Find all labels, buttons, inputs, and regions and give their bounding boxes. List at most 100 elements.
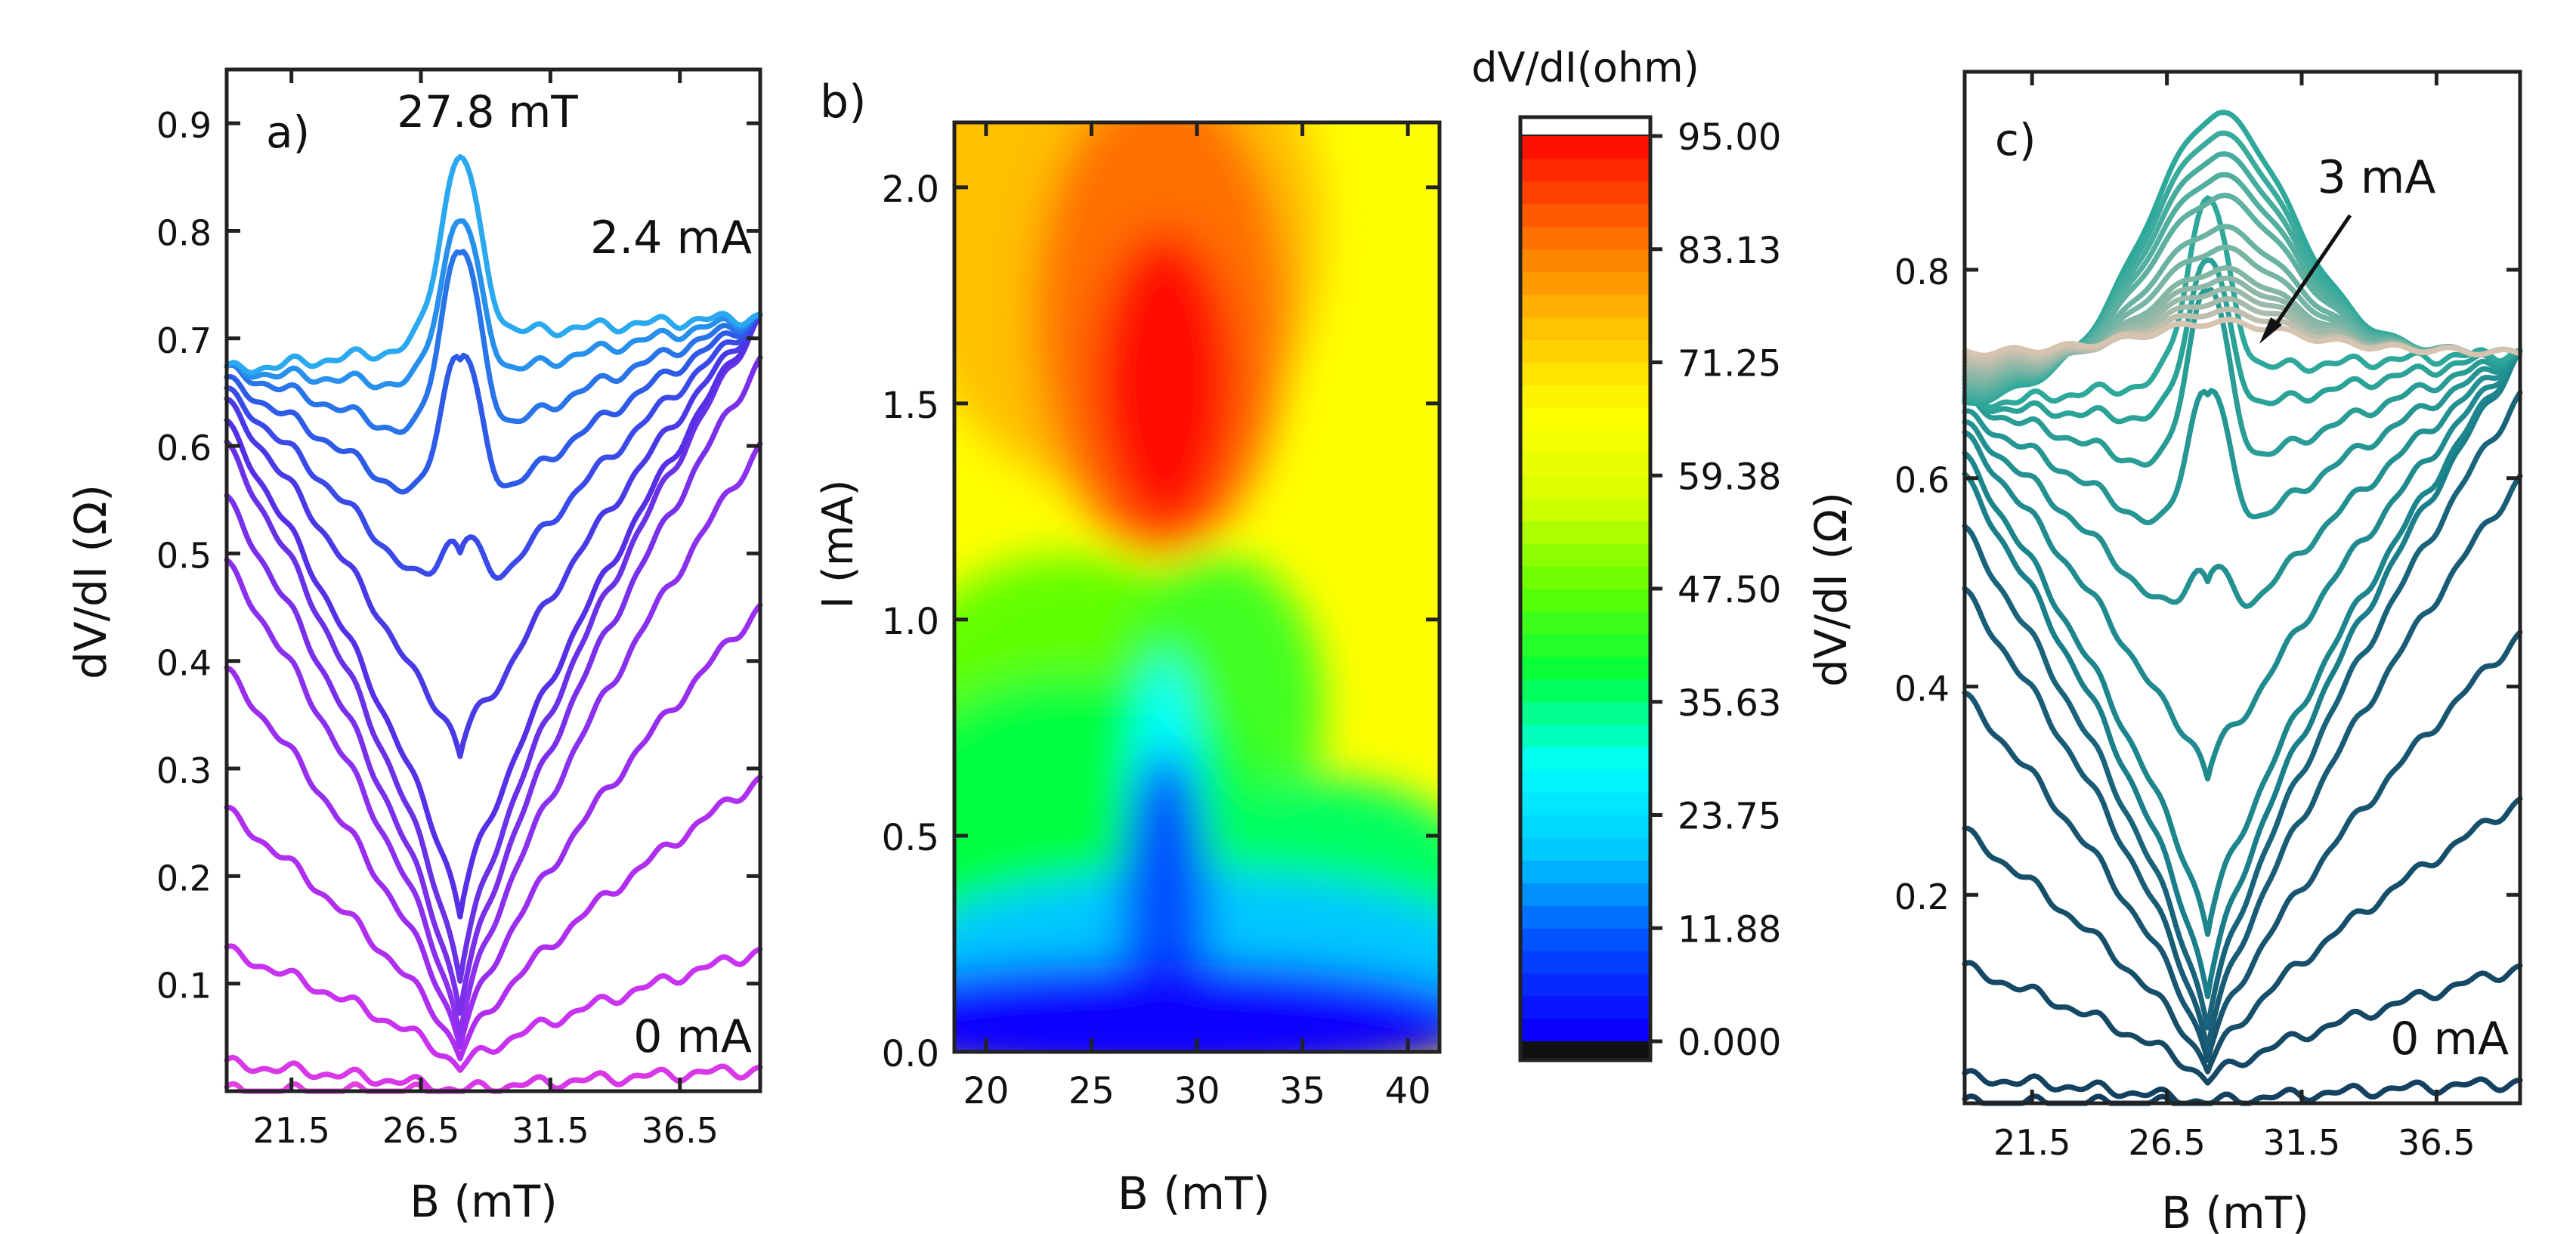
panel-c-series-29 — [1962, 317, 2523, 358]
panel-b-x-tick-label-1: 25 — [1068, 1070, 1115, 1112]
colorbar-band-28 — [1520, 385, 1650, 408]
colorbar-title: dV/dI(ohm) — [1471, 44, 1699, 91]
colorbar-band-11 — [1520, 769, 1650, 793]
colorbar-band-31 — [1520, 317, 1650, 341]
panel-a-x-tick-label-1: 26.5 — [382, 1110, 459, 1151]
colorbar-band-30 — [1520, 339, 1650, 363]
colorbar-band-36 — [1520, 203, 1650, 227]
panel-b-y-tick-label-0: 0.0 — [882, 1033, 939, 1075]
colorbar-band-26 — [1520, 430, 1650, 453]
colorbar-band-39 — [1520, 136, 1650, 159]
colorbar-band-5 — [1520, 905, 1650, 929]
panel-c-x-axis-title: B (mT) — [2161, 1187, 2309, 1234]
panel-b-y-tick-label-4: 2.0 — [882, 169, 939, 211]
panel-a-series-5 — [224, 441, 763, 1038]
panel-c-series-3 — [1962, 796, 2523, 1075]
colorbar-band-7 — [1520, 860, 1650, 883]
panel-a-frame — [224, 67, 762, 1093]
colorbar-band-8 — [1520, 837, 1650, 861]
panel-b-ticks: 20 25 30 35 40 0.0 0.5 1.0 1.5 2.0 — [882, 122, 1440, 1112]
colorbar-band-25 — [1520, 453, 1650, 476]
panel-a-bottom-current-label: 0 mA — [633, 1010, 752, 1063]
colorbar-band-32 — [1520, 294, 1650, 318]
colorbar-tick-label-0: 95.00 — [1678, 116, 1781, 159]
panel-c-series-8 — [1962, 348, 2523, 937]
panel-c-label: c) — [1995, 114, 2036, 165]
panel-b: 20 25 30 35 40 0.0 0.5 1.0 1.5 2.0 b) B (mT) I (m… — [814, 44, 1781, 1220]
panel-b-y-tick-label-1: 0.5 — [882, 817, 939, 859]
panel-c-series-14 — [1962, 195, 2523, 410]
colorbar-band-23 — [1520, 498, 1650, 521]
colorbar-tick-label-4: 47.50 — [1678, 569, 1781, 611]
panel-a-y-tick-label-0: 0.1 — [156, 966, 212, 1007]
panel-c-series-12 — [1962, 286, 2523, 468]
panel-a-y-tick-label-4: 0.5 — [156, 535, 212, 576]
panel-c-y-tick-label-0: 0.2 — [1894, 877, 1950, 917]
panel-a-x-tick-label-0: 21.5 — [252, 1110, 329, 1151]
panel-c-x-tick-label-3: 36.5 — [2398, 1122, 2475, 1163]
panel-a-series-2 — [224, 943, 763, 1073]
panel-c-series-5 — [1962, 473, 2523, 1052]
panel-c: 21.5 26.5 31.5 36.5 0.2 0.4 0.6 0.8 c) 3 mA 0 m… — [1805, 70, 2523, 1234]
heatmap-field — [954, 122, 1440, 1052]
colorbar-band-10 — [1520, 792, 1650, 816]
panel-c-curves — [1962, 110, 2523, 1106]
colorbar-band-15 — [1520, 679, 1650, 703]
panel-c-series-4 — [1962, 629, 2523, 1063]
panel-b-x-axis-title: B (mT) — [1118, 1168, 1270, 1220]
panel-b-y-tick-label-2: 1.0 — [882, 601, 939, 643]
panel-b-y-tick-label-3: 1.5 — [882, 385, 939, 427]
panel-a-series-7 — [224, 311, 763, 984]
colorbar-tick-label-2: 71.25 — [1678, 343, 1781, 385]
panel-a-series-8 — [224, 311, 763, 920]
panel-a-x-axis-title: B (mT) — [410, 1176, 557, 1227]
colorbar-band-38 — [1520, 158, 1650, 182]
panel-c-frame — [1962, 70, 2522, 1106]
colorbar-band-29 — [1520, 362, 1650, 386]
panel-b-x-tick-label-3: 35 — [1279, 1070, 1325, 1112]
panel-a-series-4 — [224, 602, 763, 1050]
panel-b-x-tick-label-0: 20 — [963, 1070, 1009, 1112]
panel-a-series-12 — [224, 249, 763, 435]
panel-c-x-tick-label-0: 21.5 — [1993, 1122, 2070, 1163]
colorbar-band-18 — [1520, 611, 1650, 635]
colorbar-band-6 — [1520, 883, 1650, 906]
colorbar: 95.00 83.13 71.25 59.38 47.50 35.63 23.75 11.88… — [1471, 44, 1781, 1064]
colorbar-band-34 — [1520, 249, 1650, 273]
heatmap-region-10 — [954, 960, 1440, 1052]
panel-a-series-14 — [224, 154, 763, 376]
panel-a-x-tick-label-2: 31.5 — [512, 1110, 589, 1151]
panel-c-y-tick-label-1: 0.4 — [1894, 668, 1950, 709]
panel-a-y-axis-title: dV/dI (Ω) — [65, 484, 116, 679]
panel-c-y-tick-label-2: 0.6 — [1894, 460, 1950, 501]
colorbar-band-2 — [1520, 973, 1650, 997]
panel-c-series-6 — [1962, 390, 2523, 1031]
colorbar-band-24 — [1520, 475, 1650, 499]
panel-a-x-tick-label-3: 36.5 — [642, 1110, 719, 1151]
panel-c-series-11 — [1962, 348, 2523, 526]
panel-c-series-2 — [1962, 960, 2523, 1086]
colorbar-tick-label-8: 0.000 — [1678, 1022, 1781, 1064]
panel-a-y-tick-label-1: 0.2 — [156, 858, 212, 898]
colorbar-band-21 — [1520, 543, 1650, 567]
panel-a: 21.5 26.5 31.5 36.5 0.1 0.2 0.3 0.4 0.5 0.6 0.7 0.8… — [65, 67, 763, 1227]
panel-c-ticks: 21.5 26.5 31.5 36.5 0.2 0.4 0.6 0.8 — [1894, 72, 2520, 1163]
colorbar-tick-label-3: 59.38 — [1678, 456, 1781, 498]
colorbar-bands — [1520, 136, 1650, 1042]
panel-a-series-6 — [224, 354, 763, 1016]
colorbar-tick-label-6: 23.75 — [1678, 796, 1781, 838]
colorbar-band-17 — [1520, 633, 1650, 657]
colorbar-band-37 — [1520, 181, 1650, 205]
panel-a-y-tick-label-6: 0.7 — [156, 320, 212, 361]
colorbar-band-12 — [1520, 747, 1650, 771]
panel-c-y-axis-title: dV/dI (Ω) — [1805, 492, 1857, 687]
heatmap-region-2 — [1093, 230, 1238, 533]
colorbar-band-19 — [1520, 589, 1650, 612]
colorbar-under-cap — [1520, 1041, 1650, 1060]
panel-b-y-axis-title: I (mA) — [814, 480, 863, 609]
panel-c-y-tick-label-3: 0.8 — [1894, 252, 1950, 292]
panel-a-y-tick-label-3: 0.4 — [156, 643, 212, 684]
colorbar-band-27 — [1520, 407, 1650, 431]
panel-a-peak-field-label: 27.8 mT — [397, 86, 578, 138]
